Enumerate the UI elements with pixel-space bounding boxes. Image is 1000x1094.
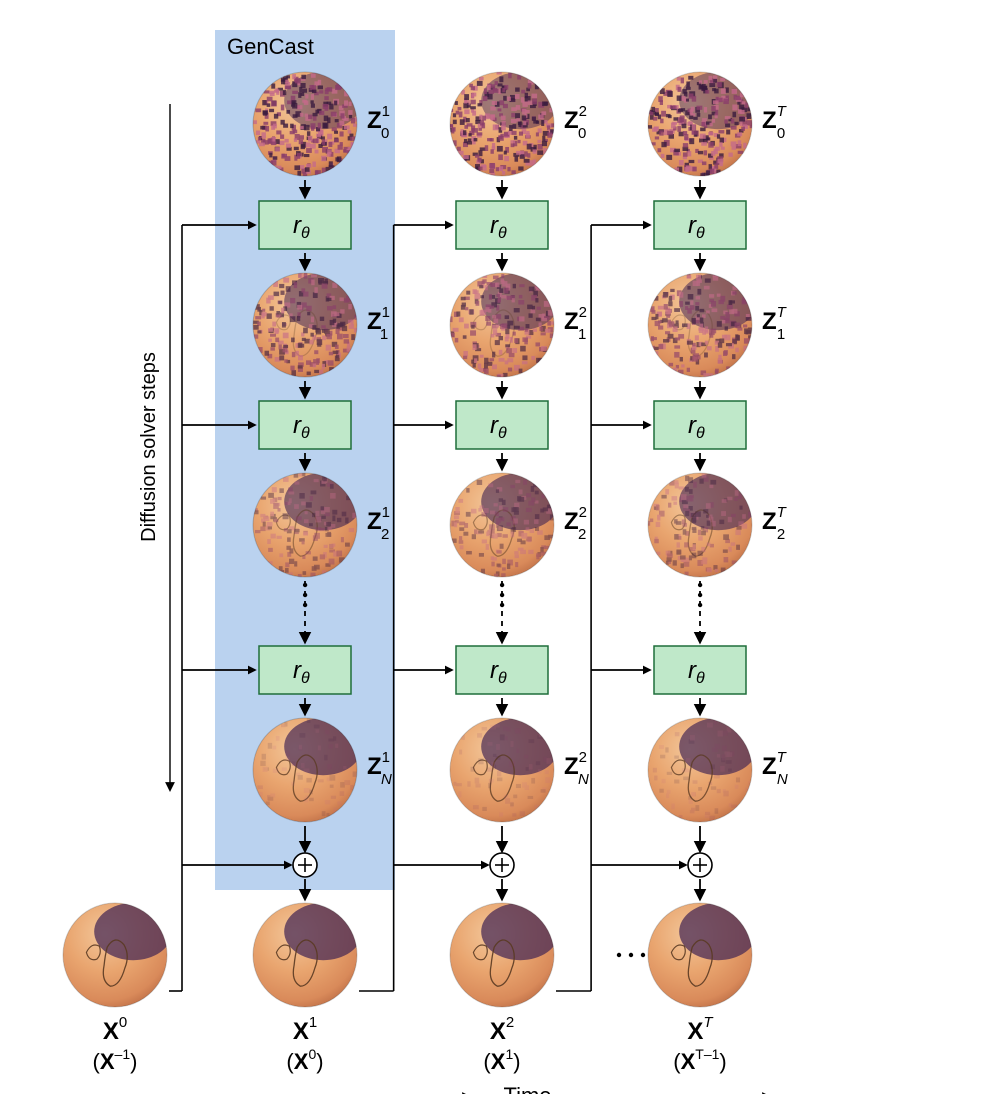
ellipsis-dot bbox=[698, 593, 702, 597]
x-prev-label: (X1) bbox=[483, 1046, 520, 1074]
ellipsis-dot bbox=[500, 603, 504, 607]
ellipsis-dot bbox=[698, 583, 702, 587]
ellipsis-dot bbox=[629, 953, 633, 957]
time-label: Time bbox=[503, 1083, 551, 1094]
diffusion-steps-label: Diffusion solver steps bbox=[138, 352, 160, 542]
ellipsis-dot bbox=[617, 953, 621, 957]
title: GenCast bbox=[227, 34, 314, 59]
ellipsis-dot bbox=[500, 583, 504, 587]
ellipsis-dot bbox=[303, 583, 307, 587]
ellipsis-dot bbox=[303, 603, 307, 607]
x-prev-label: (X0) bbox=[286, 1046, 323, 1074]
ellipsis-dot bbox=[500, 593, 504, 597]
ellipsis-dot bbox=[303, 593, 307, 597]
ellipsis-dot bbox=[698, 603, 702, 607]
ellipsis-dot bbox=[641, 953, 645, 957]
